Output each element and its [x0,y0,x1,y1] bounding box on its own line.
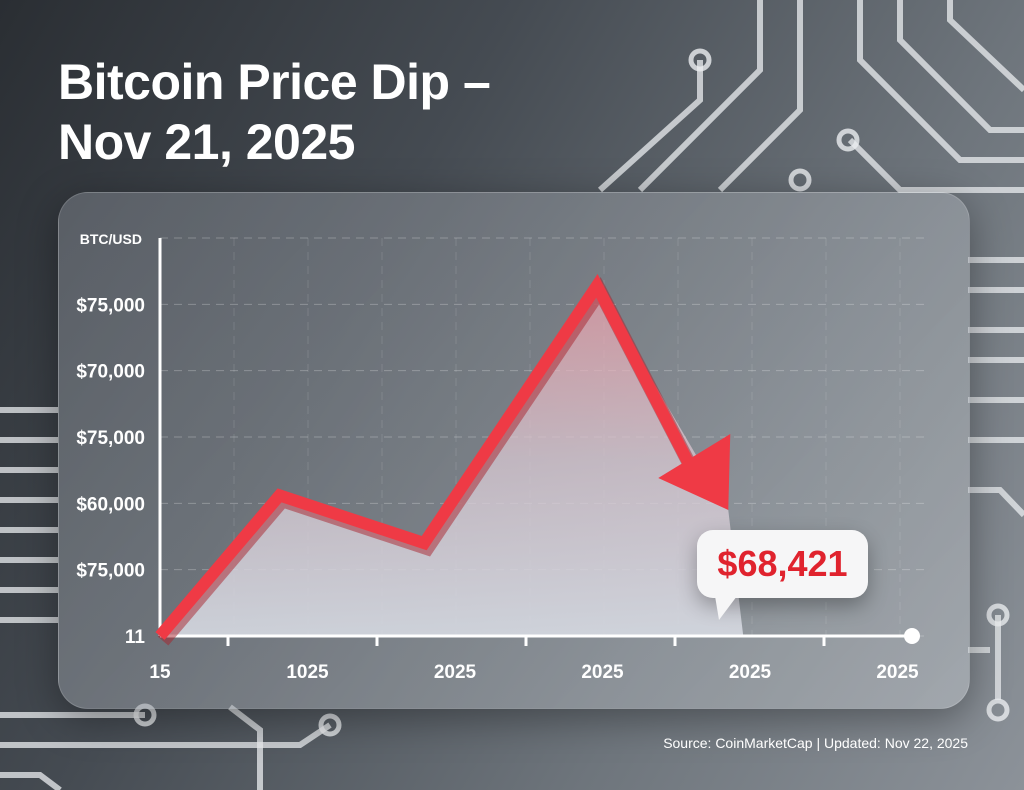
circuit-pad [836,128,860,152]
circuit-trace [637,0,763,193]
circuit-trace [717,0,803,193]
circuit-pad [688,48,712,72]
x-tick-label: 1025 [286,662,329,683]
circuit-trace [897,0,1024,133]
circuit-pad [986,698,1010,722]
circuit-pad [788,168,812,192]
y-tick-label: $60,000 [76,494,145,515]
circuit-trace [968,487,1024,518]
y-tick-label: $75,000 [76,295,145,316]
y-tick-label: 11 [125,627,146,648]
x-tick-label: 2025 [434,662,477,683]
circuit-trace [0,772,62,790]
source-note: Source: CoinMarketCap | Updated: Nov 22,… [663,735,968,751]
circuit-trace [857,0,1024,163]
circuit-trace [947,0,1024,93]
y-tick-label: $75,000 [76,561,145,582]
arrow-head [658,433,731,510]
x-axis-end-dot [904,628,920,644]
price-line [155,273,704,640]
y-tick-label: $70,000 [76,362,145,383]
y-axis-label: BTC/USD [80,231,142,247]
circuit-trace [228,704,263,790]
x-tick-label: 2025 [729,662,772,683]
circuit-trace [847,137,1024,193]
page-title: Bitcoin Price Dip – Nov 21, 2025 [58,54,491,170]
x-tick-label: 2025 [581,662,624,683]
circuit-trace [597,60,703,193]
circuit-pad [986,603,1010,627]
x-tick-label: 2025 [876,662,919,683]
x-tick-label: 15 [149,662,171,683]
price-callout: $68,421 [697,530,868,620]
circuit-trace [0,722,332,748]
area-fill [160,285,744,636]
y-tick-label: $75,000 [76,428,145,449]
circuit-pad [318,713,342,737]
